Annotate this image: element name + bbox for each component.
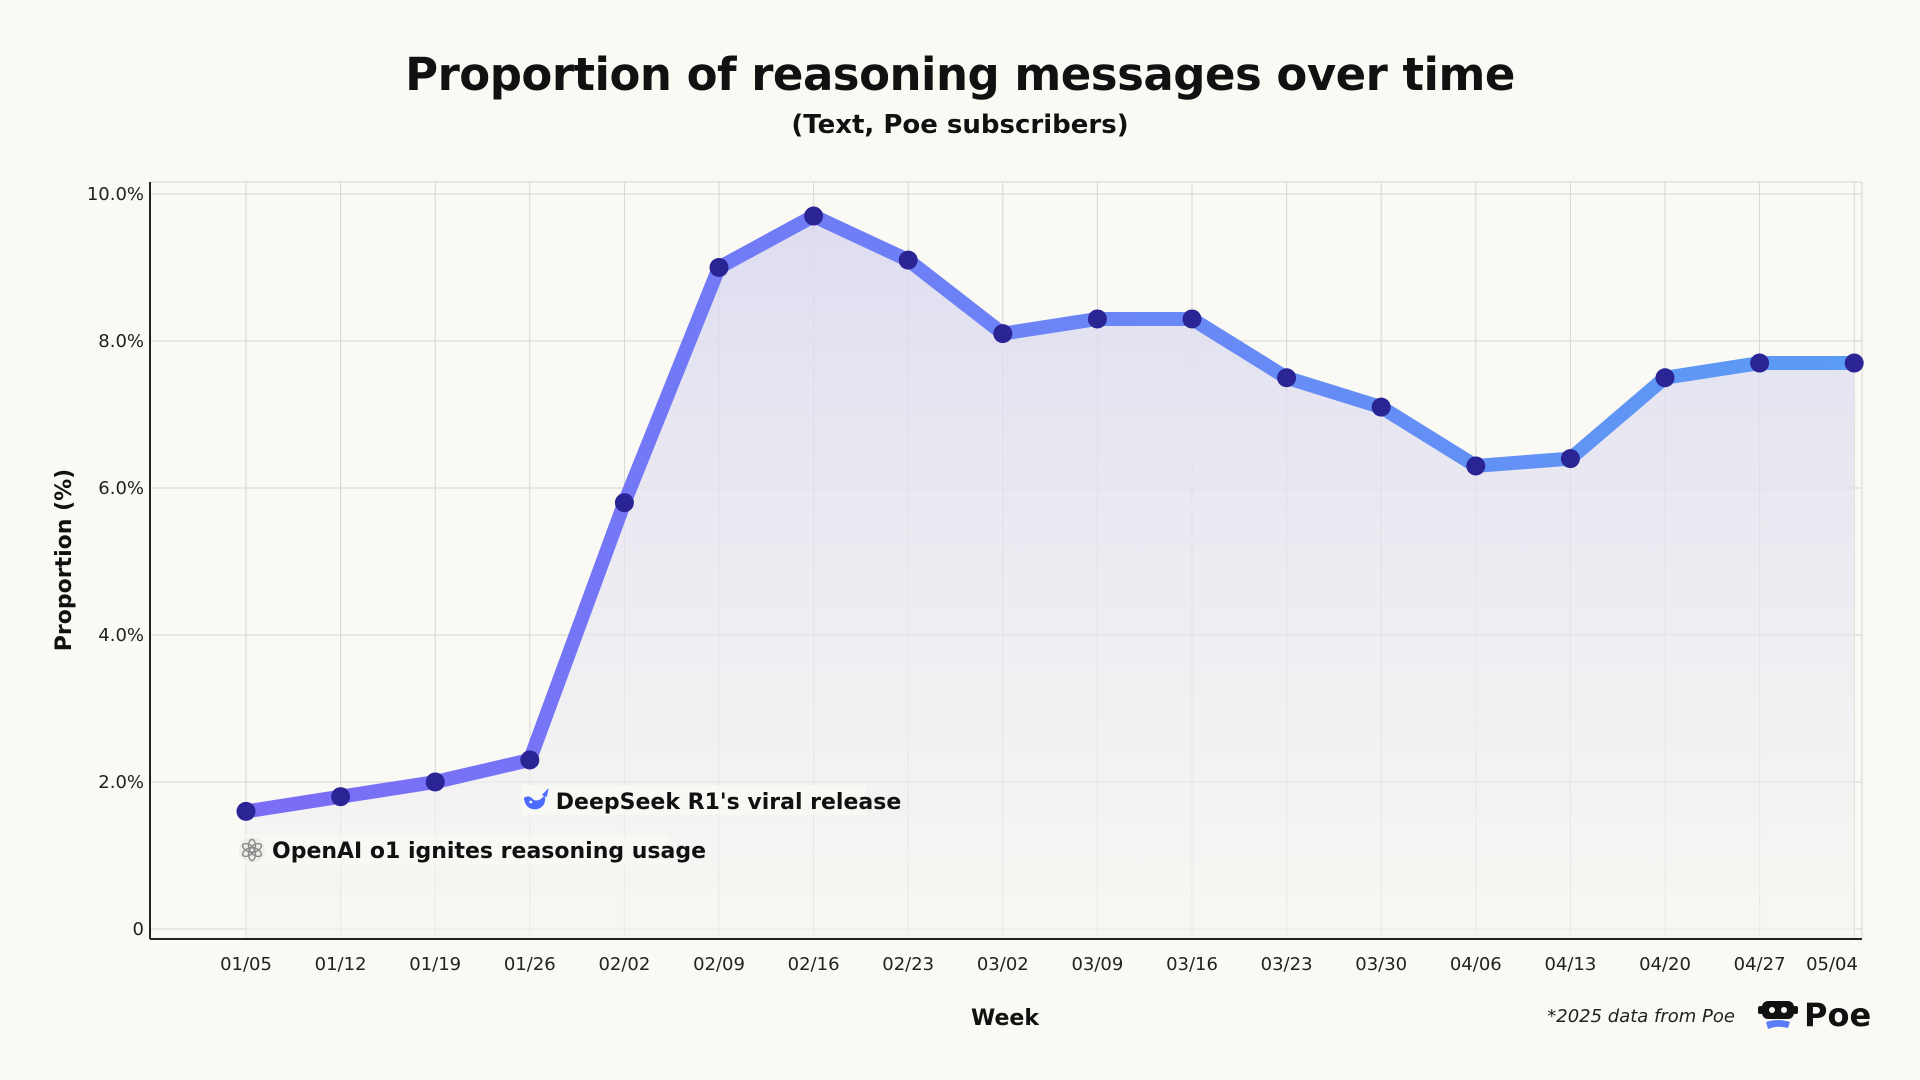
x-tick-label: 04/13 xyxy=(1544,954,1596,975)
x-axis-title: Week xyxy=(971,1006,1040,1031)
x-tick-label: 03/30 xyxy=(1355,954,1407,975)
data-point xyxy=(1277,368,1297,388)
data-point xyxy=(236,801,256,821)
x-tick-label: 02/02 xyxy=(598,954,650,975)
x-tick-label: 03/02 xyxy=(977,954,1029,975)
y-tick-label: 6.0% xyxy=(98,478,144,499)
annotation-text: DeepSeek R1's viral release xyxy=(556,790,901,815)
data-point xyxy=(1844,353,1864,373)
data-point xyxy=(804,206,824,226)
x-tick-label: 03/23 xyxy=(1261,954,1313,975)
x-tick-label: 03/16 xyxy=(1166,954,1218,975)
chart-subtitle: (Text, Poe subscribers) xyxy=(791,110,1129,140)
y-axis-title: Proportion (%) xyxy=(52,469,77,651)
y-tick-label: 0 xyxy=(133,919,144,940)
x-tick-label: 04/06 xyxy=(1450,954,1502,975)
x-tick-label: 04/27 xyxy=(1734,954,1786,975)
poe-logo: Poe xyxy=(1758,996,1871,1034)
poe-bot-icon xyxy=(1758,1001,1798,1029)
y-tick-label: 4.0% xyxy=(98,625,144,646)
openai-logo-icon xyxy=(239,837,265,863)
annotation-text: OpenAI o1 ignites reasoning usage xyxy=(272,839,706,864)
data-point xyxy=(993,324,1013,344)
data-point xyxy=(898,250,918,270)
deepseek-whale-icon xyxy=(523,788,549,810)
brand-name: Poe xyxy=(1804,996,1872,1034)
data-point xyxy=(520,750,540,770)
data-point xyxy=(331,787,351,807)
x-tick-label: 04/20 xyxy=(1639,954,1691,975)
x-tick-label: 01/12 xyxy=(315,954,367,975)
annotation: DeepSeek R1's viral release xyxy=(521,785,901,815)
data-point xyxy=(425,772,445,792)
x-tick-label: 02/16 xyxy=(788,954,840,975)
annotation: OpenAI o1 ignites reasoning usage xyxy=(238,835,706,865)
axes xyxy=(149,181,1863,940)
y-tick-label: 8.0% xyxy=(98,331,144,352)
x-tick-label: 02/23 xyxy=(882,954,934,975)
data-point xyxy=(1466,456,1486,476)
data-point xyxy=(1655,368,1675,388)
data-point xyxy=(1371,397,1391,417)
data-point xyxy=(1560,449,1580,469)
x-tick-label: 01/26 xyxy=(504,954,556,975)
y-tick-label: 10.0% xyxy=(87,184,144,205)
y-tick-label: 2.0% xyxy=(98,772,144,793)
data-point xyxy=(614,493,634,513)
chart-title: Proportion of reasoning messages over ti… xyxy=(405,48,1515,101)
data-point xyxy=(709,258,729,277)
x-tick-label: 05/04 xyxy=(1806,954,1858,975)
data-point xyxy=(1182,309,1202,329)
data-source-note: *2025 data from Poe xyxy=(1547,1006,1735,1027)
x-tick-label: 01/05 xyxy=(220,954,272,975)
x-tick-label: 03/09 xyxy=(1071,954,1123,975)
x-tick-label: 01/19 xyxy=(409,954,461,975)
series-line xyxy=(239,209,1862,819)
series-area xyxy=(246,216,1855,940)
data-point xyxy=(1087,309,1107,329)
x-tick-label: 02/09 xyxy=(693,954,745,975)
data-point xyxy=(1750,353,1770,373)
